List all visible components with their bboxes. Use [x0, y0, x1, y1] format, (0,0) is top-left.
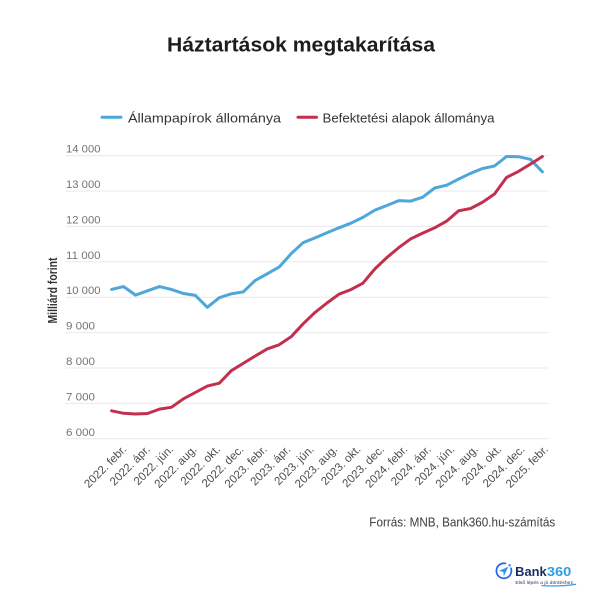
svg-text:8 000: 8 000	[66, 356, 95, 368]
svg-text:9 000: 9 000	[66, 321, 95, 333]
svg-text:Állampapírok állománya: Állampapírok állománya	[128, 110, 282, 125]
svg-text:10 000: 10 000	[66, 285, 101, 297]
svg-text:Háztartások megtakarítása: Háztartások megtakarítása	[167, 35, 436, 57]
svg-text:13 000: 13 000	[66, 179, 101, 191]
svg-text:7 000: 7 000	[66, 391, 95, 403]
svg-text:11 000: 11 000	[66, 250, 101, 262]
svg-text:Első lépés a jó döntéshez.: Első lépés a jó döntéshez.	[515, 580, 574, 585]
svg-text:Forrás: MNB, Bank360.hu-számít: Forrás: MNB, Bank360.hu-számítás	[369, 515, 555, 530]
svg-text:Milliárd forint: Milliárd forint	[45, 257, 60, 324]
svg-text:360: 360	[547, 565, 571, 579]
svg-text:12 000: 12 000	[66, 214, 101, 226]
svg-text:Bank: Bank	[515, 565, 547, 579]
svg-text:6 000: 6 000	[66, 427, 95, 439]
svg-text:Befektetési alapok állománya: Befektetési alapok állománya	[323, 110, 496, 125]
svg-text:14 000: 14 000	[66, 144, 101, 156]
